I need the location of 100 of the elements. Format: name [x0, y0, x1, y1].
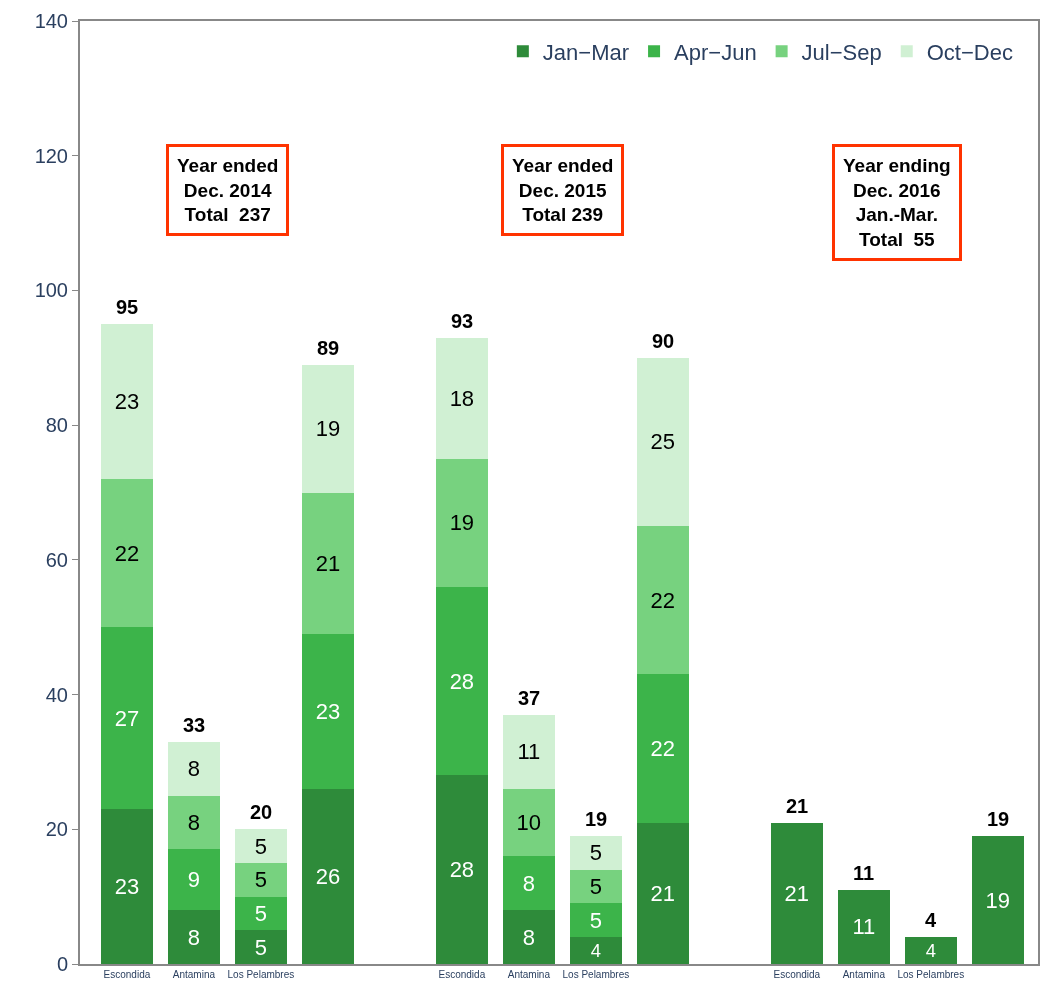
x-tick-label: Antamina — [172, 969, 216, 980]
x-tick-label: Los Pelambres — [897, 969, 965, 980]
bar — [569, 836, 622, 870]
bar — [636, 526, 689, 675]
data-label: 5 — [589, 907, 602, 933]
data-label: 19 — [985, 887, 1011, 913]
data-label: 11 — [517, 739, 541, 765]
y-tick-label: 0 — [56, 953, 68, 975]
bar — [301, 492, 354, 634]
total-label: 21 — [786, 795, 809, 817]
y-tick-label: 80 — [45, 414, 68, 437]
total-label: 93 — [451, 310, 474, 332]
x-tick-label: Escondida — [103, 969, 151, 980]
x-tick-label: Antamina — [507, 969, 551, 980]
data-label: 27 — [114, 705, 140, 731]
annotation: Year ended Dec. 2015 Total 239 — [512, 155, 614, 226]
bar — [100, 627, 154, 810]
data-label: 5 — [254, 900, 268, 926]
bar — [502, 788, 555, 857]
data-label: 8 — [522, 870, 535, 896]
data-label: 5 — [254, 867, 268, 893]
bar — [234, 829, 288, 863]
data-label: 21 — [315, 550, 341, 576]
data-label: 8 — [187, 810, 201, 836]
y-tick-label: 140 — [34, 10, 68, 32]
data-label: 8 — [187, 924, 201, 950]
data-label: 23 — [114, 874, 140, 900]
bar — [435, 586, 488, 776]
bar — [636, 674, 689, 823]
data-label: 19 — [315, 416, 341, 442]
data-label: 21 — [784, 880, 810, 906]
y-tick-label: 120 — [34, 144, 68, 167]
total-label: 11 — [853, 862, 875, 884]
bar — [234, 896, 288, 931]
data-label: 5 — [589, 840, 602, 866]
y-tick-label: 40 — [45, 683, 68, 706]
bar — [301, 633, 354, 789]
bar — [100, 809, 154, 964]
y-tick-label: 20 — [45, 818, 68, 841]
bar — [301, 788, 354, 964]
total-label: 33 — [183, 714, 206, 736]
data-label: 23 — [315, 698, 341, 724]
bar — [167, 849, 221, 911]
bar — [435, 458, 488, 587]
total-label: 95 — [116, 296, 139, 318]
data-label: 22 — [650, 587, 676, 613]
data-label: 22 — [650, 735, 676, 761]
bar — [234, 862, 288, 897]
data-label: 28 — [449, 668, 475, 694]
annotation: Year ended Dec. 2014 Total 237 — [177, 155, 279, 226]
data-label: 21 — [650, 880, 676, 906]
legend-label: Apr−Jun — [674, 39, 757, 65]
data-label: 4 — [590, 939, 601, 961]
data-label: 4 — [925, 939, 936, 961]
data-label: 9 — [187, 867, 201, 893]
bar — [569, 903, 622, 938]
bar — [971, 836, 1024, 964]
bar — [569, 937, 622, 964]
bar — [301, 364, 354, 493]
bar — [636, 357, 689, 527]
bar — [100, 479, 154, 628]
bar — [636, 822, 689, 964]
data-label: 10 — [516, 810, 542, 836]
y-tick-label: 60 — [45, 548, 68, 571]
x-tick-label: Escondida — [438, 969, 486, 980]
x-tick-label: Los Pelambres — [227, 969, 295, 980]
legend-label: Jul−Sep — [801, 39, 882, 65]
bar — [502, 856, 555, 911]
total-label: 20 — [250, 801, 273, 823]
bar — [770, 822, 823, 964]
data-label: 28 — [449, 857, 475, 883]
total-label: 4 — [925, 909, 937, 931]
legend-label: Jan−Mar — [542, 39, 630, 65]
bar — [167, 741, 221, 796]
data-label: 11 — [852, 914, 876, 940]
bar — [502, 714, 555, 789]
data-label: 8 — [187, 756, 201, 782]
data-label: 5 — [589, 874, 602, 900]
annotation: Year ending Dec. 2016 Jan.-Mar. Total 55 — [843, 155, 951, 251]
y-tick-label: 100 — [34, 279, 68, 302]
total-label: 90 — [652, 330, 675, 352]
x-tick-label: Los Pelambres — [562, 969, 630, 980]
total-label: 37 — [518, 687, 541, 709]
total-label: 89 — [317, 337, 340, 359]
legend-label: Oct−Dec — [926, 39, 1013, 65]
bar — [100, 324, 154, 480]
bar — [904, 937, 957, 964]
bar — [234, 930, 288, 964]
total-label: 19 — [987, 808, 1010, 830]
data-label: 5 — [254, 934, 268, 960]
data-label: 19 — [449, 510, 475, 536]
bar — [435, 775, 488, 964]
x-tick-label: Escondida — [773, 969, 821, 980]
data-label: 18 — [449, 385, 475, 411]
bar — [167, 910, 221, 964]
bar — [569, 869, 622, 904]
data-label: 8 — [522, 924, 535, 950]
data-label: 26 — [315, 863, 341, 889]
x-tick-label: Antamina — [842, 969, 886, 980]
data-label: 25 — [650, 429, 676, 455]
